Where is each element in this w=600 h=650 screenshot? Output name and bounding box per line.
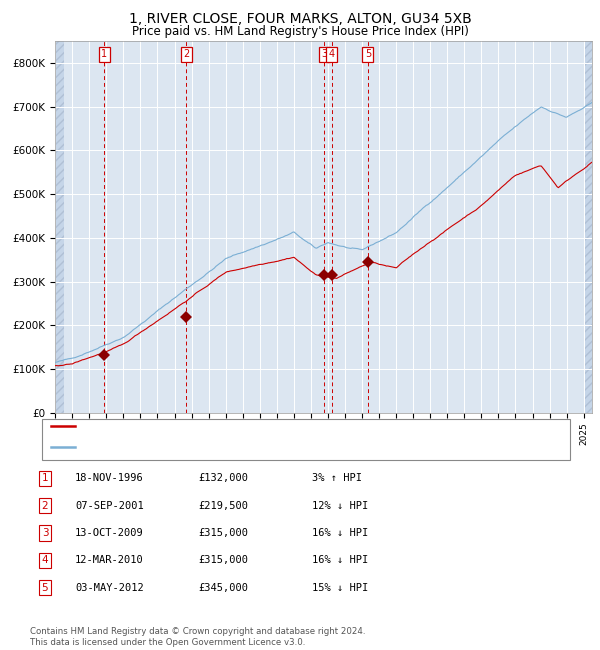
Text: 1, RIVER CLOSE, FOUR MARKS, ALTON, GU34 5XB (detached house): 1, RIVER CLOSE, FOUR MARKS, ALTON, GU34 …	[78, 421, 409, 432]
Bar	[55, 41, 64, 413]
Text: 5: 5	[41, 582, 49, 593]
Bar	[55, 41, 64, 413]
Text: 3: 3	[41, 528, 49, 538]
Text: £132,000: £132,000	[198, 473, 248, 484]
Text: 12-MAR-2010: 12-MAR-2010	[75, 555, 144, 566]
Bar	[585, 41, 593, 413]
Text: 1: 1	[101, 49, 107, 59]
Text: 4: 4	[41, 555, 49, 566]
Text: 1, RIVER CLOSE, FOUR MARKS, ALTON, GU34 5XB: 1, RIVER CLOSE, FOUR MARKS, ALTON, GU34 …	[128, 12, 472, 26]
Text: 3: 3	[322, 49, 328, 59]
Text: 07-SEP-2001: 07-SEP-2001	[75, 500, 144, 511]
Text: £345,000: £345,000	[198, 582, 248, 593]
Text: 3% ↑ HPI: 3% ↑ HPI	[312, 473, 362, 484]
Text: 2: 2	[41, 500, 49, 511]
Text: 18-NOV-1996: 18-NOV-1996	[75, 473, 144, 484]
Text: 5: 5	[365, 49, 371, 59]
Text: £315,000: £315,000	[198, 528, 248, 538]
Text: 12% ↓ HPI: 12% ↓ HPI	[312, 500, 368, 511]
Text: 1: 1	[41, 473, 49, 484]
Bar	[585, 41, 593, 413]
Text: 4: 4	[328, 49, 335, 59]
Text: Contains HM Land Registry data © Crown copyright and database right 2024.
This d: Contains HM Land Registry data © Crown c…	[30, 627, 365, 647]
Text: £219,500: £219,500	[198, 500, 248, 511]
Text: 2: 2	[183, 49, 189, 59]
Text: 16% ↓ HPI: 16% ↓ HPI	[312, 528, 368, 538]
Text: Price paid vs. HM Land Registry's House Price Index (HPI): Price paid vs. HM Land Registry's House …	[131, 25, 469, 38]
Text: HPI: Average price, detached house, East Hampshire: HPI: Average price, detached house, East…	[78, 442, 336, 452]
Text: 03-MAY-2012: 03-MAY-2012	[75, 582, 144, 593]
Text: 16% ↓ HPI: 16% ↓ HPI	[312, 555, 368, 566]
Text: £315,000: £315,000	[198, 555, 248, 566]
Text: 15% ↓ HPI: 15% ↓ HPI	[312, 582, 368, 593]
Text: 13-OCT-2009: 13-OCT-2009	[75, 528, 144, 538]
